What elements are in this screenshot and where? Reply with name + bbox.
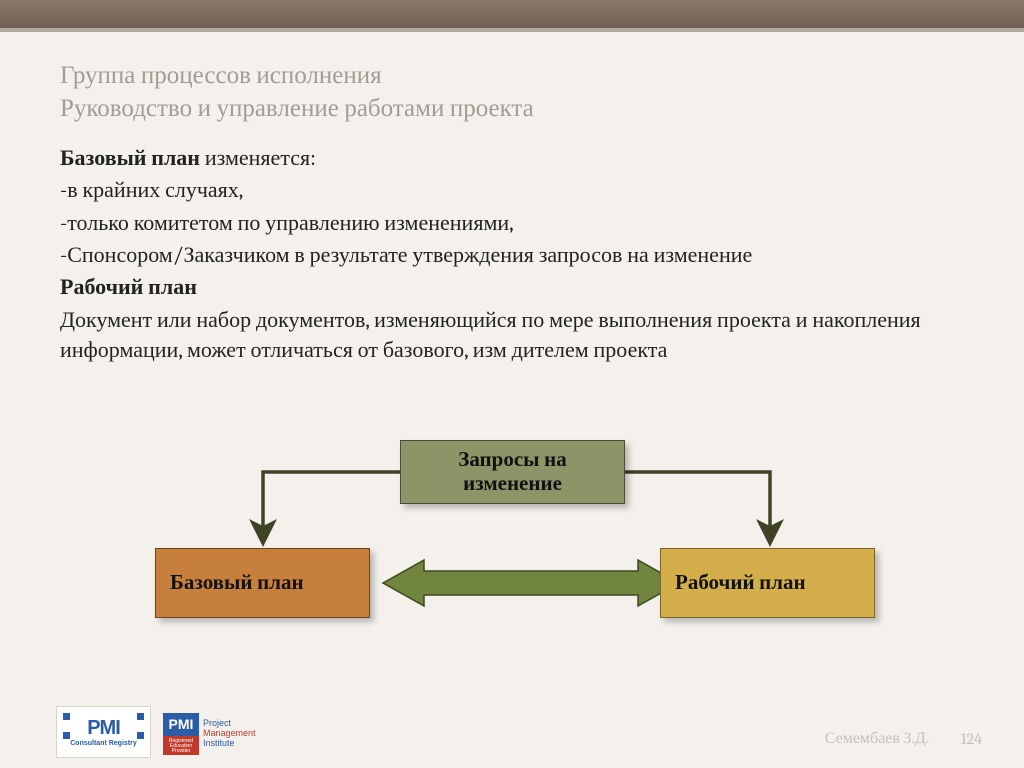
bullet-2: -только комитетом по управлению изменени… (60, 208, 964, 238)
pmi-badge-small: Registered Education Provider (163, 739, 199, 754)
bullet-1: -в крайних случаях, (60, 175, 964, 205)
body-text: Базовый план изменяется: -в крайних случ… (0, 139, 1024, 366)
box-work-plan: Рабочий план (660, 548, 875, 618)
pmi-consultant-logo: PMI Consultant Registry (56, 706, 151, 758)
box-work-plan-label: Рабочий план (675, 571, 860, 595)
slide-title: Группа процессов исполнения Руководство … (0, 32, 1024, 139)
pmi-badge-text: PMI (169, 716, 194, 732)
pmi-logo-text: PMI (87, 717, 120, 740)
work-plan-body: Документ или набор документов, изменяющи… (60, 305, 964, 366)
footer: PMI Consultant Registry PMI Registered E… (0, 698, 1024, 758)
logo-group: PMI Consultant Registry PMI Registered E… (56, 706, 273, 758)
footer-author: Семембаев З.Д. (825, 729, 929, 748)
bullet-3: -Спонсором/Заказчиком в результате утвер… (60, 240, 964, 270)
base-plan-tail: изменяется: (200, 145, 316, 171)
box-change-requests: Запросы на изменение (400, 440, 625, 504)
box-base-plan: Базовый план (155, 548, 370, 618)
work-plan-heading: Рабочий план (60, 272, 964, 302)
base-plan-heading: Базовый план (60, 145, 200, 171)
title-line-1: Группа процессов исполнения (60, 60, 964, 93)
pmi-logo-sub: Consultant Registry (70, 740, 137, 747)
top-bar (0, 0, 1024, 28)
box-base-plan-label: Базовый план (170, 571, 355, 595)
pmi-line3: Institute (203, 739, 256, 749)
pmi-badge: PMI Registered Education Provider (163, 713, 199, 755)
diagram: Запросы на изменение Базовый план Рабочи… (0, 440, 1024, 700)
title-line-2: Руководство и управление работами проект… (60, 93, 964, 126)
box-change-requests-label: Запросы на изменение (415, 448, 610, 496)
pmi-institute-logo: PMI Registered Education Provider Projec… (163, 710, 273, 758)
footer-page-number: 124 (961, 730, 982, 748)
pmi-institute-text: Project Management Institute (203, 719, 256, 749)
